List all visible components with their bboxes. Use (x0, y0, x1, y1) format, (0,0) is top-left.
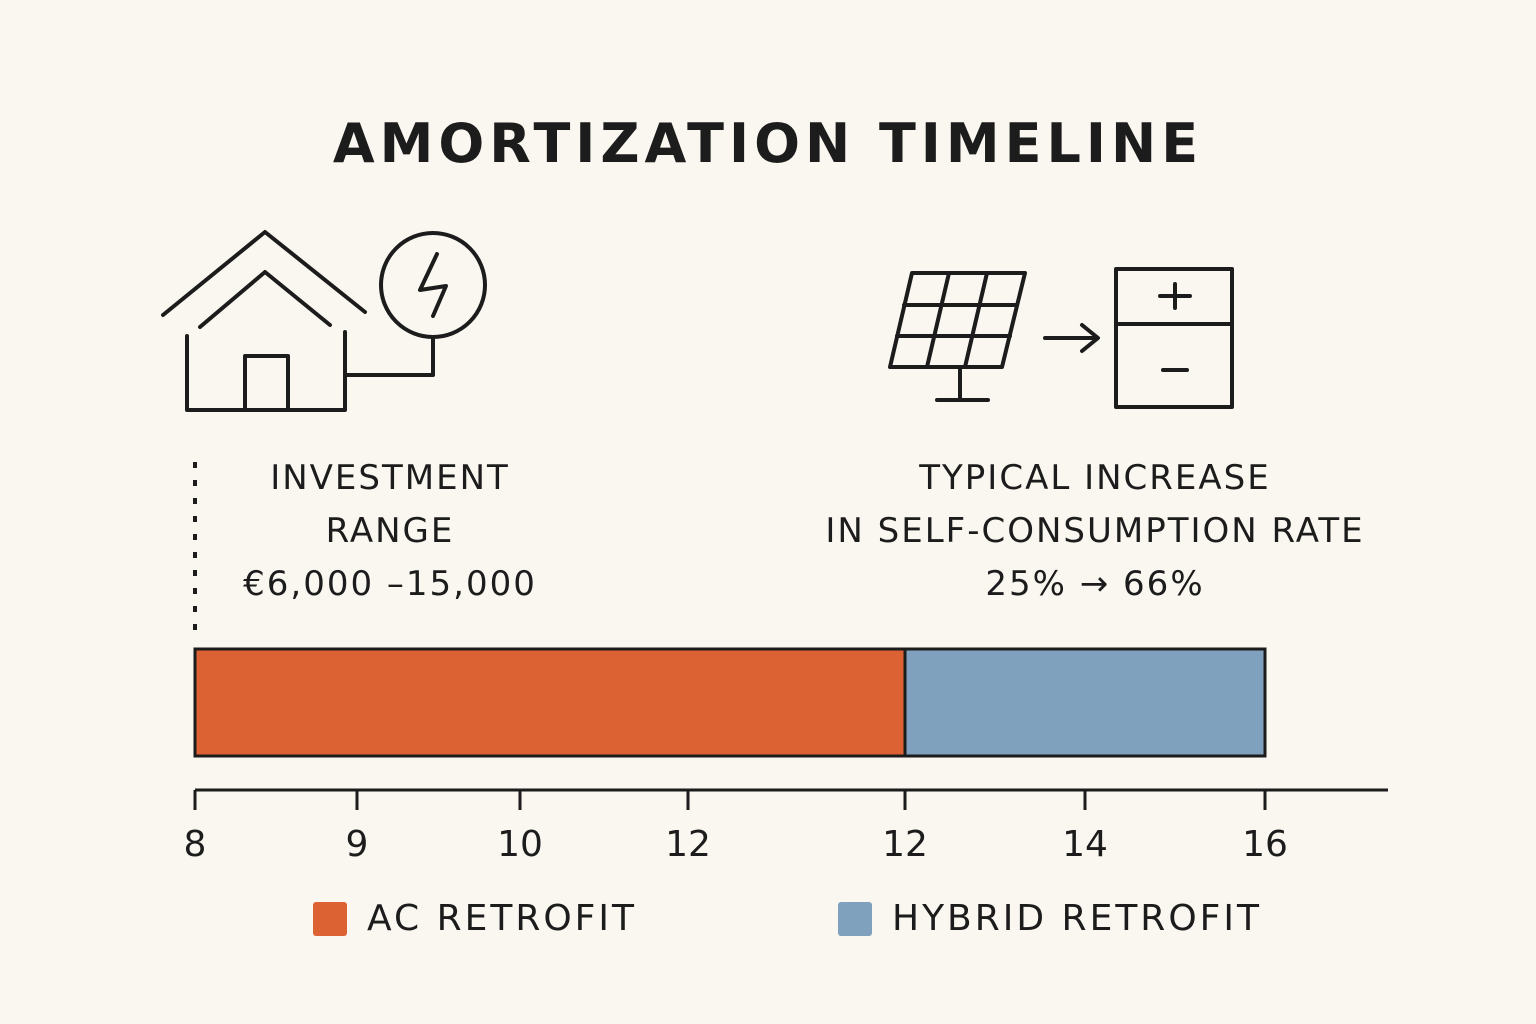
legend-label-hybrid: HYBRID RETROFIT (892, 898, 1262, 939)
x-tick-label: 9 (345, 824, 369, 865)
x-tick-label: 12 (882, 824, 928, 865)
x-axis (193, 788, 1388, 810)
x-tick-label: 8 (183, 824, 207, 865)
self-consumption-line-3: 25% → 66% (985, 564, 1205, 604)
x-tick-label: 16 (1242, 824, 1288, 865)
self-consumption-line-2: IN SELF-CONSUMPTION RATE (825, 511, 1365, 551)
legend-item-hybrid: HYBRID RETROFIT (838, 898, 1262, 939)
lightning-icon (379, 231, 487, 339)
investment-line-1: INVESTMENT (270, 458, 510, 498)
chart-title: AMORTIZATION TIMELINE (332, 112, 1204, 175)
bars-group (193, 647, 1267, 758)
self-consumption-annotation: TYPICAL INCREASE IN SELF-CONSUMPTION RAT… (780, 452, 1410, 611)
investment-annotation: INVESTMENT RANGE €6,000 –15,000 (200, 452, 580, 611)
investment-line-2: RANGE (325, 511, 455, 551)
x-tick-label: 10 (497, 824, 543, 865)
solar-panel-icon (888, 271, 1027, 402)
legend-swatch-ac (313, 901, 347, 936)
investment-line-3: €6,000 –15,000 (243, 564, 537, 604)
x-tick-label: 14 (1062, 824, 1108, 865)
legend-item-ac: AC RETROFIT (313, 898, 637, 939)
self-consumption-line-1: TYPICAL INCREASE (919, 458, 1271, 498)
bar-hybrid-retrofit (903, 647, 1267, 758)
legend-swatch-hybrid (838, 901, 872, 936)
battery-icon (1114, 267, 1234, 409)
legend-label-ac: AC RETROFIT (367, 898, 637, 939)
bar-ac-retrofit (193, 647, 907, 758)
house-icon (161, 230, 435, 412)
arrow-right-icon (1043, 323, 1100, 353)
x-tick-label: 12 (665, 824, 711, 865)
